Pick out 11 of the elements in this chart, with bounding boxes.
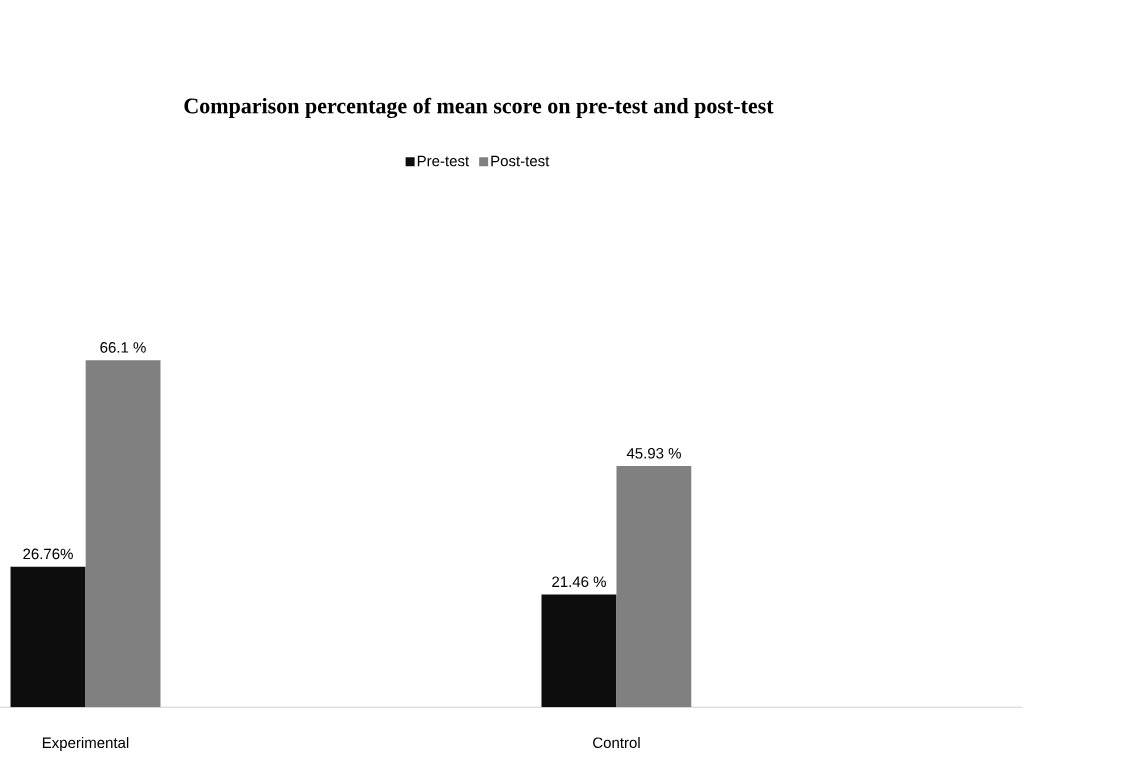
bar: [10, 566, 86, 708]
x-tick-label: Experimental: [42, 737, 129, 752]
bar: [541, 594, 617, 708]
chart-title: Comparison percentage of mean score on pre-test and post-test: [184, 97, 774, 119]
data-label: 66.1 %: [100, 342, 146, 353]
x-tick-label: Control: [593, 737, 640, 749]
data-label: 45.93 %: [626, 447, 681, 459]
data-label: 26.76%: [23, 548, 73, 560]
legend-label: Pre-test: [417, 155, 470, 167]
data-label: 21.46 %: [552, 576, 606, 588]
legend-label: Post-test: [491, 155, 550, 167]
